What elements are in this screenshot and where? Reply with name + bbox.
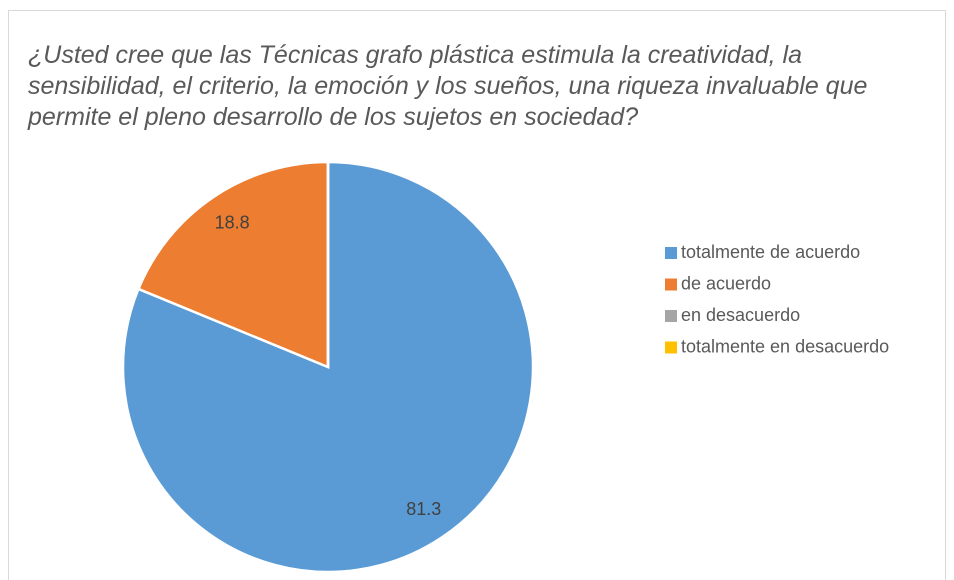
legend-label: totalmente de acuerdo xyxy=(681,242,860,262)
legend-label: en desacuerdo xyxy=(681,305,800,325)
data-label: 18.8 xyxy=(215,213,250,233)
chart-title: ¿Usted cree que las Técnicas grafo plást… xyxy=(28,41,868,131)
data-label: 81.3 xyxy=(406,499,441,519)
chart-frame xyxy=(8,10,946,580)
legend-swatch xyxy=(665,278,677,291)
legend-swatch xyxy=(665,247,677,259)
legend-label: totalmente en desacuerdo xyxy=(681,336,889,356)
legend-swatch xyxy=(665,310,677,322)
legend-label: de acuerdo xyxy=(681,273,771,293)
pie-slice xyxy=(136,160,330,369)
legend-swatch xyxy=(665,341,677,354)
